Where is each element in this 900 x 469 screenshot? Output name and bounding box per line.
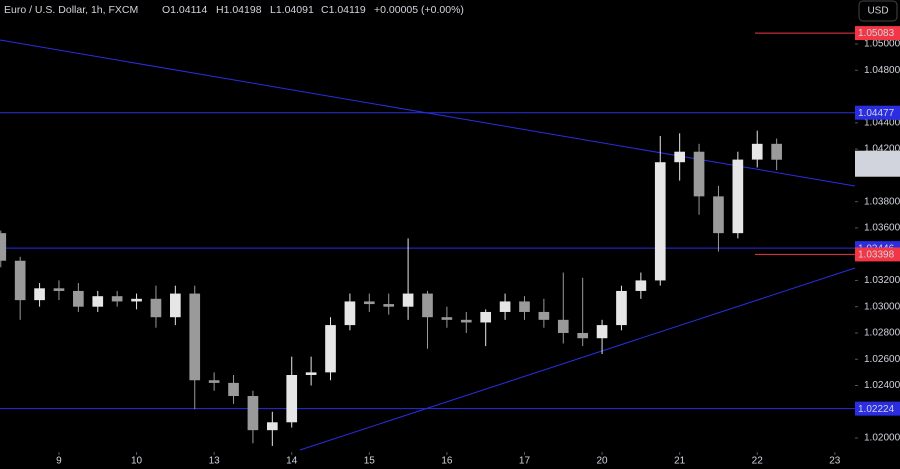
candle-body <box>305 372 317 375</box>
candle-body <box>616 290 627 326</box>
candle-body <box>577 332 589 339</box>
candle-body <box>325 325 336 373</box>
candle-body <box>422 293 433 318</box>
y-tick-label: 1.04200 <box>864 144 900 155</box>
candle-body <box>771 143 782 160</box>
candle-body <box>557 319 569 333</box>
candle-body <box>150 298 162 318</box>
x-tick-label: 15 <box>364 456 376 467</box>
candle-body <box>635 280 647 291</box>
level-label: 1.03398 <box>858 250 895 261</box>
x-tick-label: 10 <box>131 456 143 467</box>
x-tick-label: 20 <box>597 456 609 467</box>
candle-body <box>460 319 472 323</box>
candle-body <box>34 288 45 301</box>
symbol: Euro / U.S. Dollar, 1h, FXCM <box>4 4 138 16</box>
candle-body <box>519 301 530 312</box>
level-label-box <box>855 26 900 41</box>
candle-body <box>480 311 492 323</box>
candle-body <box>208 380 220 383</box>
y-tick-label: 1.03200 <box>864 275 900 286</box>
y-tick-label: 1.02800 <box>864 328 900 339</box>
candle-body <box>189 293 201 381</box>
x-tick-label: 13 <box>209 456 221 467</box>
candle-body <box>596 325 608 339</box>
x-tick-label: 14 <box>286 456 298 467</box>
candle-body <box>441 317 453 320</box>
candle-body <box>732 159 744 234</box>
candle-body <box>0 233 7 261</box>
candle-body <box>14 260 26 301</box>
level-label-box <box>855 105 900 120</box>
current-price-box <box>855 150 900 177</box>
price-axis: 1.05000 1.04800 1.04400 1.04200 1.03800 1.036… <box>855 26 900 444</box>
x-tick-label: 23 <box>829 456 841 467</box>
countdown: 32:57 <box>864 164 889 175</box>
x-tick-label: 17 <box>519 456 531 467</box>
ohlc-change: +0.00005 (+0.00%) <box>374 4 464 16</box>
ohlc-low: L1.04091 <box>270 4 314 16</box>
level-label: 1.05083 <box>858 28 895 39</box>
candle-body <box>286 375 298 423</box>
candle-body <box>228 382 239 397</box>
x-tick-label: 16 <box>441 456 453 467</box>
current-price: 1.04119 <box>864 152 900 163</box>
y-tick-label: 1.04400 <box>864 117 900 128</box>
candle-body <box>499 301 511 312</box>
currency-button[interactable] <box>858 0 898 22</box>
candle-body <box>73 290 84 307</box>
ohlc-high: H1.04198 <box>216 4 262 16</box>
plot-area: 9 10 13 14 15 16 17 20 21 22 23 <box>0 32 855 467</box>
candle-body <box>92 296 104 307</box>
y-tick-label: 1.02400 <box>864 380 900 391</box>
candle-body <box>538 311 550 320</box>
level-label-box <box>855 247 900 262</box>
candle-body <box>383 304 395 307</box>
candle-body <box>131 298 142 302</box>
candle-body <box>713 196 724 234</box>
trend-line <box>299 267 856 451</box>
candle-body <box>111 296 123 302</box>
x-tick-label: 21 <box>674 456 686 467</box>
x-tick-label: 9 <box>56 456 62 467</box>
y-tick-label: 1.04800 <box>864 65 900 76</box>
y-tick-label: 1.03800 <box>864 196 900 207</box>
candle-body <box>170 293 181 318</box>
y-tick-label: 1.03600 <box>864 223 900 234</box>
candle-body <box>363 301 375 305</box>
candle-body <box>674 151 685 163</box>
candle-body <box>751 143 763 160</box>
level-label-box <box>855 401 900 416</box>
y-tick-label: 1.02000 <box>864 433 900 444</box>
y-tick-label: 1.02600 <box>864 354 900 365</box>
candle-body <box>344 301 356 326</box>
level-label: 1.04477 <box>858 108 895 119</box>
y-tick-label: 1.03000 <box>864 301 900 312</box>
candle-body <box>53 288 65 291</box>
ohlc-close: C1.04119 <box>321 4 366 16</box>
candle-body <box>693 151 705 197</box>
currency[interactable]: USD <box>867 6 888 17</box>
candle-body <box>266 422 278 431</box>
candle-body <box>247 396 259 431</box>
level-label: 1.02224 <box>858 404 895 415</box>
candle-body <box>402 293 414 307</box>
ohlc-open: O1.04114 <box>162 4 208 16</box>
x-tick-label: 22 <box>752 456 764 467</box>
y-tick-label: 1.05000 <box>864 39 900 50</box>
candle-body <box>654 162 666 281</box>
